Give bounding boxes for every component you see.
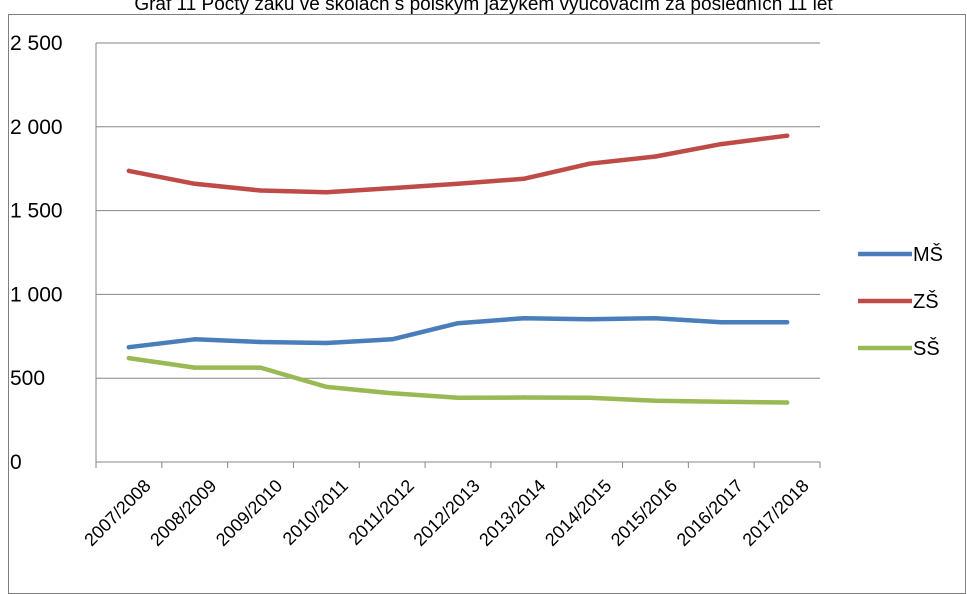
data-point-mš — [192, 337, 197, 342]
data-point-mš — [587, 317, 592, 322]
x-tick-label: 2015/2016 — [607, 476, 681, 550]
x-tick-label: 2010/2011 — [279, 476, 352, 549]
data-point-sš — [258, 365, 263, 370]
x-tick-label: 2008/2009 — [146, 476, 220, 550]
data-point-zš — [521, 176, 527, 181]
x-tick-label: 2017/2018 — [739, 476, 813, 550]
data-point-zš — [389, 185, 395, 191]
legend-label: SŠ — [913, 337, 940, 360]
x-tick-label: 2013/2014 — [475, 476, 549, 550]
data-point-mš — [784, 320, 790, 325]
data-point-mš — [521, 315, 527, 321]
y-tick-label: 500 — [10, 367, 45, 390]
legend: MŠ ZŠ SŠ — [858, 243, 943, 360]
x-tick-label: 2012/2013 — [409, 476, 483, 550]
data-point-mš — [455, 321, 461, 326]
y-tick-label: 0 — [10, 451, 22, 474]
data-point-zš — [653, 154, 658, 159]
data-point-sš — [192, 365, 197, 370]
data-point-sš — [389, 391, 395, 396]
data-point-sš — [653, 398, 658, 404]
data-point-mš — [324, 340, 329, 346]
chart-title: Graf 11 Počty žáků ve školách s polským … — [134, 0, 833, 15]
data-point-mš — [389, 337, 395, 342]
data-point-mš — [719, 320, 724, 325]
line-chart: 0 500 1 000 1 500 2 000 2 500 2007/20082008/20… — [10, 32, 943, 550]
x-tick-label: 2011/2012 — [345, 476, 418, 549]
data-point-sš — [455, 395, 461, 401]
data-point-sš — [784, 400, 790, 405]
x-tick-label: 2016/2017 — [673, 476, 747, 550]
y-tick-label: 1 500 — [10, 200, 63, 223]
x-tick-label: 2009/2010 — [212, 476, 286, 550]
y-tick-label: 2 000 — [10, 116, 63, 139]
data-point-mš — [126, 344, 132, 350]
data-point-sš — [587, 395, 592, 401]
legend-label: MŠ — [913, 243, 943, 266]
data-point-zš — [324, 189, 329, 195]
data-point-zš — [192, 181, 197, 186]
y-tick-label: 1 000 — [10, 283, 63, 306]
data-point-sš — [324, 384, 329, 390]
data-point-sš — [521, 395, 527, 400]
data-point-mš — [258, 339, 263, 345]
legend-label: ZŠ — [913, 290, 939, 313]
data-point-zš — [258, 188, 263, 193]
data-point-zš — [126, 168, 132, 174]
data-point-sš — [126, 355, 132, 361]
data-point-zš — [719, 141, 724, 147]
data-point-mš — [653, 315, 658, 321]
data-point-zš — [455, 181, 461, 186]
y-tick-label: 2 500 — [10, 32, 63, 55]
data-point-zš — [587, 161, 592, 166]
x-tick-label: 2014/2015 — [541, 476, 615, 550]
data-point-sš — [719, 399, 724, 404]
data-point-zš — [784, 133, 790, 138]
x-tick-label: 2007/2008 — [80, 476, 154, 550]
